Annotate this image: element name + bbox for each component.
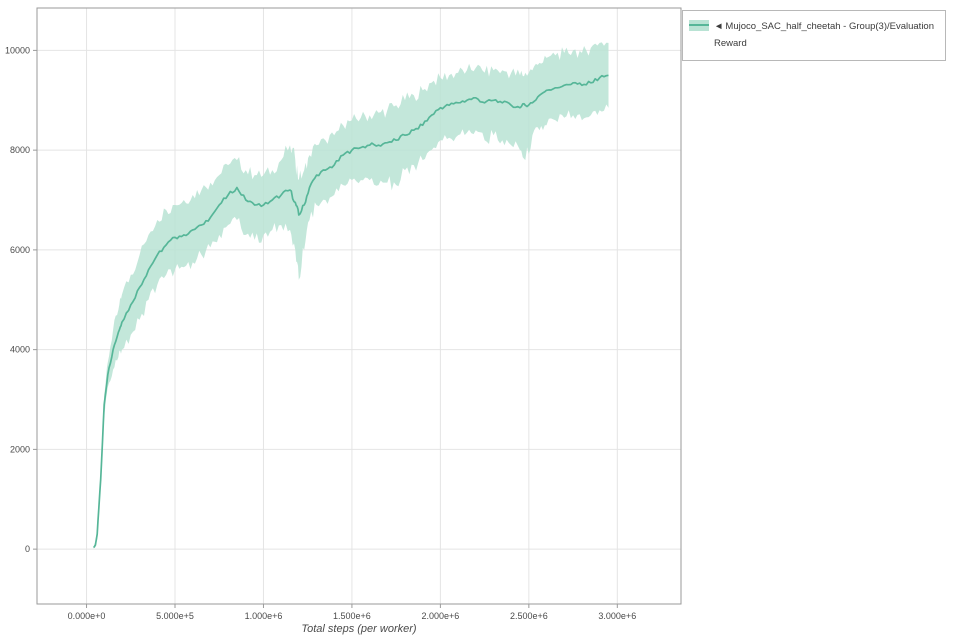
y-tick-label: 6000 [10,245,30,255]
series-band [93,42,609,549]
x-tick-label: 0.000e+0 [68,611,106,621]
legend-marker-icon: ◄ [714,21,724,32]
x-tick-label: 1.000e+6 [245,611,283,621]
x-tick-label: 5.000e+5 [156,611,194,621]
y-tick-label: 8000 [10,145,30,155]
legend-swatch-line [689,24,709,26]
legend-swatch-icon [689,20,709,31]
y-tick-label: 2000 [10,444,30,454]
x-axis-label: Total steps (per worker) [301,623,417,635]
x-tick-label: 2.500e+6 [510,611,548,621]
x-tick-label: 3.000e+6 [598,611,636,621]
y-tick-label: 0 [25,544,30,554]
y-tick-label: 10000 [5,45,30,55]
y-tick-label: 4000 [10,345,30,355]
plot-border [36,7,682,605]
x-tick-label: 1.500e+6 [333,611,371,621]
legend-series-name: Mujoco_SAC_half_cheetah - Group(3)/Evalu… [714,21,934,49]
x-tick-label: 2.000e+6 [421,611,459,621]
series-line [92,74,609,549]
legend: ◄ Mujoco_SAC_half_cheetah - Group(3)/Eval… [682,10,946,61]
legend-item[interactable]: ◄ Mujoco_SAC_half_cheetah - Group(3)/Eval… [689,18,939,52]
legend-label: ◄ Mujoco_SAC_half_cheetah - Group(3)/Eval… [714,18,939,52]
